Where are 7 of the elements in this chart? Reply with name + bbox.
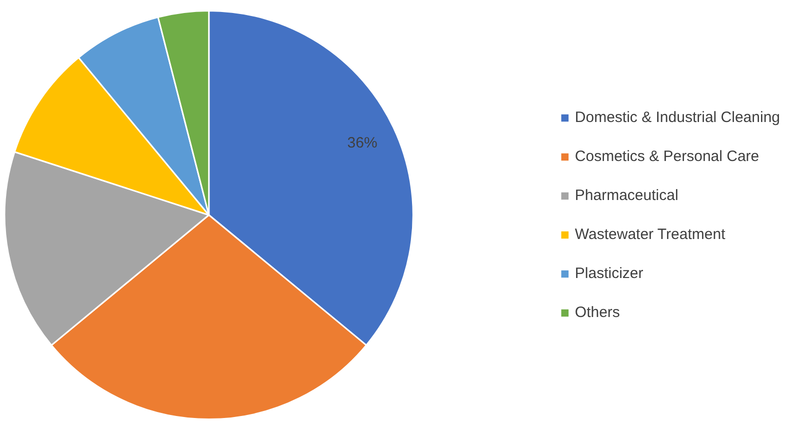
legend-label: Domestic & Industrial Cleaning (574, 108, 780, 126)
legend-label: Cosmetics & Personal Care (574, 148, 760, 164)
legend-label: Plasticizer (574, 264, 644, 282)
legend-label: Wastewater Treatment (574, 226, 726, 242)
data-label: 36% (347, 134, 378, 152)
legend-label: Others (574, 304, 620, 320)
legend-label: Pharmaceutical (574, 186, 678, 204)
